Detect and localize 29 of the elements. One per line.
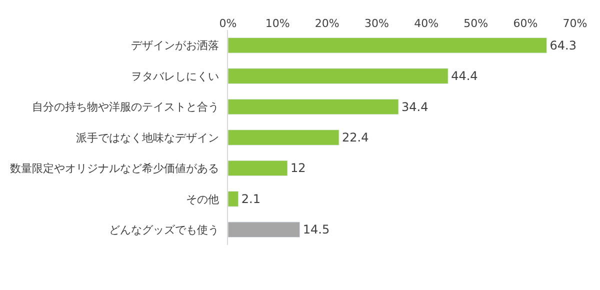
y-tick-label: 派手ではなく地味なデザイン [76, 131, 219, 144]
y-tick-label: 自分の持ち物や洋服のテイストと合う [32, 100, 219, 114]
bar [228, 68, 448, 84]
bar [228, 37, 547, 54]
x-tick-label: 30% [364, 16, 389, 30]
bar [228, 98, 399, 115]
bar [228, 191, 239, 207]
y-tick-label: その他 [186, 192, 219, 206]
x-tick-label: 20% [314, 16, 340, 30]
bar [228, 222, 300, 238]
y-tick-label: デザインがお洒落 [130, 39, 219, 52]
x-tick-label: 50% [464, 16, 488, 30]
data-label: 64.3 [550, 38, 576, 52]
x-tick-label: 60% [513, 16, 538, 30]
data-label: 12 [290, 161, 306, 176]
data-label: 44.4 [451, 69, 478, 84]
bar [228, 160, 288, 176]
data-label: 2.1 [241, 192, 261, 206]
x-tick-label: 70% [562, 16, 588, 30]
data-label: 14.5 [302, 222, 330, 237]
y-tick-label: どんなグッズでも使う [108, 223, 219, 236]
bar [228, 130, 340, 146]
x-tick-label: 0% [219, 16, 237, 30]
data-label: 34.4 [402, 100, 428, 114]
data-label: 22.4 [342, 130, 369, 144]
x-tick-label: 10% [265, 16, 290, 30]
y-tick-label: 数量限定やオリジナルなど希少価値がある [10, 162, 219, 176]
x-tick-label: 40% [414, 16, 439, 30]
y-tick-label: ヲタバレしにくい [130, 70, 219, 83]
